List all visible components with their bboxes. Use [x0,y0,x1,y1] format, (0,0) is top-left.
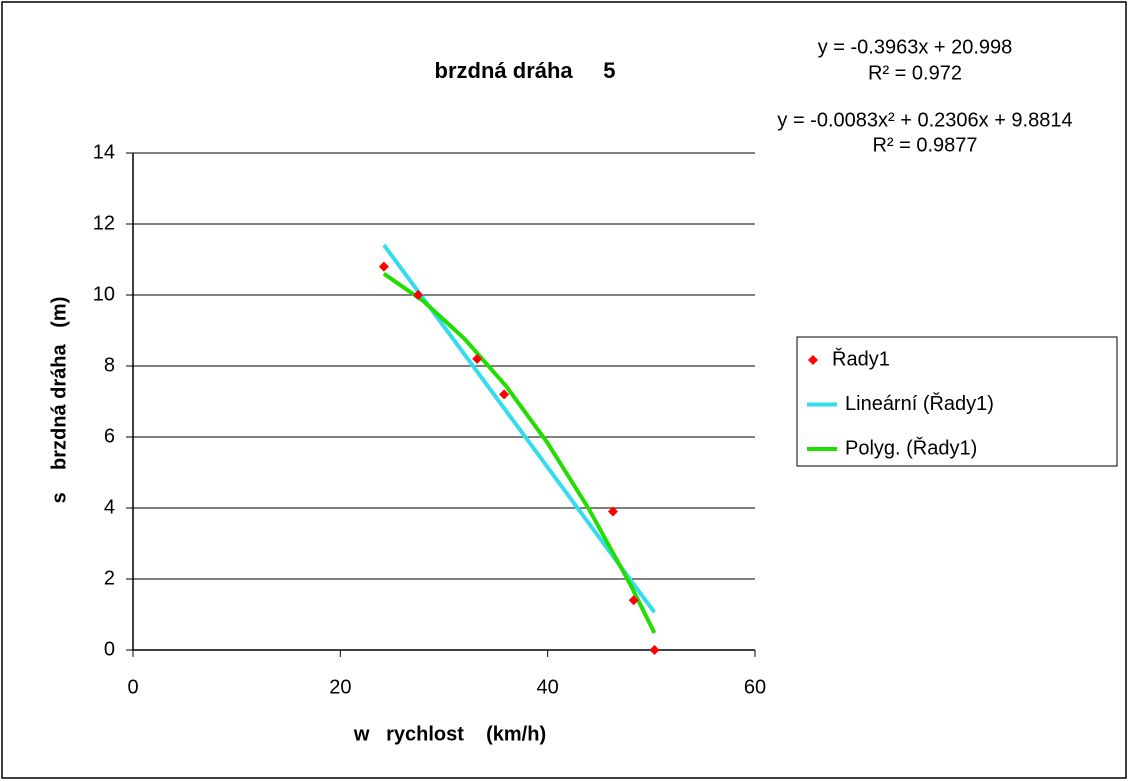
x-tick-label: 20 [329,676,351,698]
data-point [472,353,483,364]
data-point [378,261,389,272]
annotation: R² = 0.972 [868,62,962,84]
legend-label: Lineární (Řady1) [845,392,994,415]
data-point [649,645,660,655]
y-axis-label: s brzdná dráha (m) [48,297,70,504]
y-tick-label: 2 [104,567,115,589]
annotation: y = -0.0083x² + 0.2306x + 9.8814 [777,109,1072,131]
y-tick-label: 12 [93,212,115,234]
y-tick-label: 0 [104,638,115,660]
x-tick-label: 60 [744,676,766,698]
trend-line [382,272,657,634]
data-point [499,389,510,400]
x-tick-label: 40 [537,676,559,698]
y-tick-label: 4 [104,496,115,518]
legend-marker [808,355,818,365]
data-point [607,506,618,517]
legend-label: Polyg. (Řady1) [845,436,977,459]
chart-title: brzdná dráha 5 [435,58,616,83]
legend-label: Řady1 [832,347,890,370]
y-tick-label: 10 [93,283,115,305]
y-tick-label: 14 [93,141,115,163]
annotation: y = -0.3963x + 20.998 [818,36,1013,58]
x-axis-label: w rychlost (km/h) [353,723,546,745]
data-point [413,290,424,300]
x-tick-label: 0 [127,676,138,698]
data-point [628,595,639,606]
legend-box [796,336,1118,467]
y-tick-label: 6 [104,425,115,447]
y-tick-label: 8 [104,354,115,376]
annotation: R² = 0.9877 [872,134,977,156]
